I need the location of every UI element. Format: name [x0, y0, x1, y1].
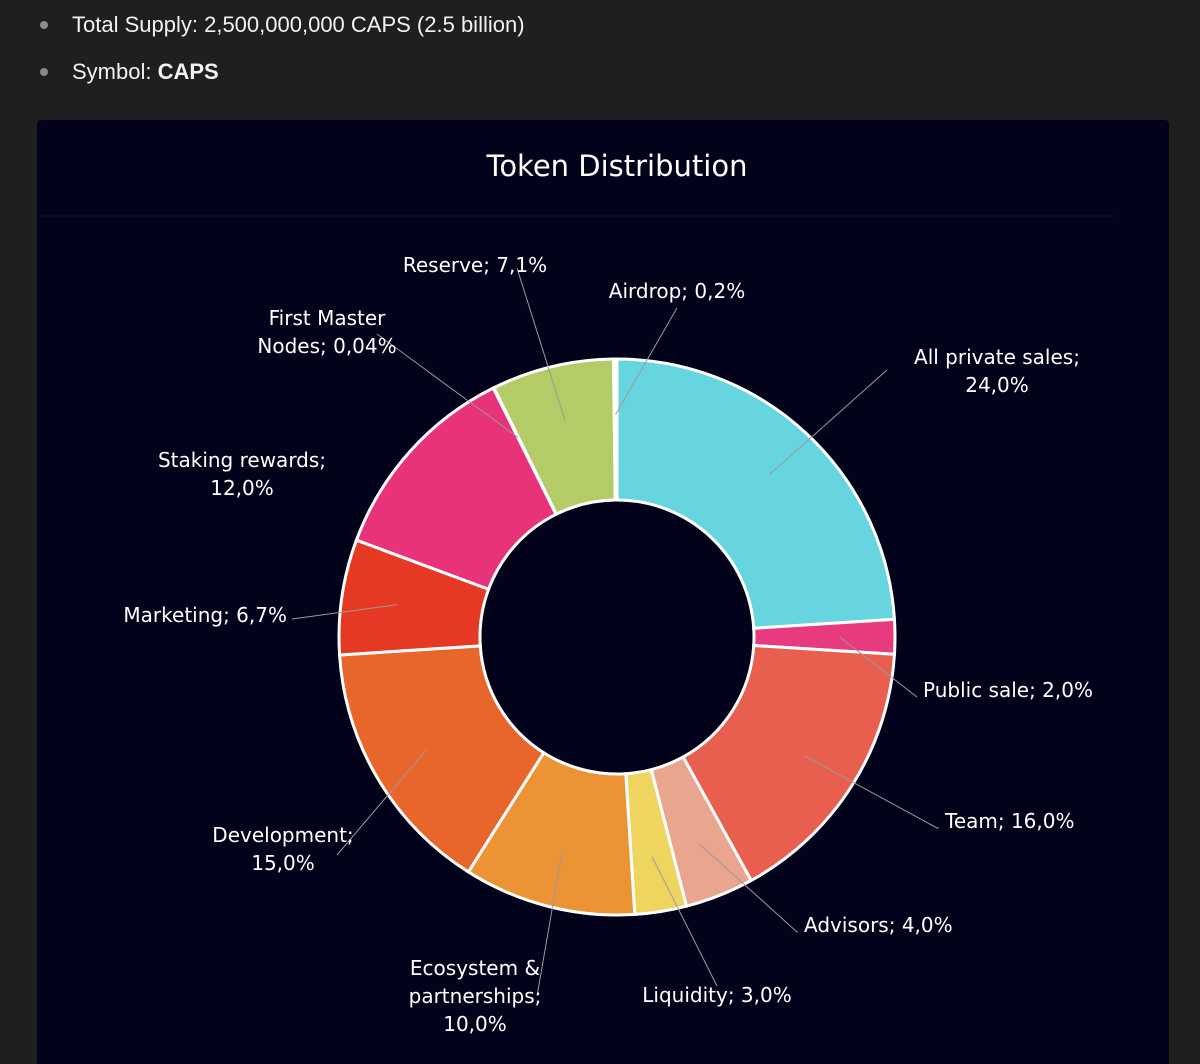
- slice-label-all-private-sales: All private sales; 24,0%: [914, 345, 1080, 397]
- symbol-value: CAPS: [157, 59, 219, 84]
- slice-label-team: Team; 16,0%: [944, 809, 1075, 833]
- leader-line-advisors: [698, 843, 798, 933]
- bullet-dot-icon: [40, 21, 48, 29]
- leader-line-development: [336, 750, 427, 856]
- slice-all-private-sales: [615, 357, 897, 630]
- token-distribution-donut-chart: Token Distribution All private sales; 24,…: [37, 149, 1115, 1036]
- token-distribution-chart-card: Token Distribution All private sales; 24,…: [37, 120, 1169, 1064]
- leader-line-airdrop: [615, 307, 678, 415]
- leader-line-marketing: [291, 604, 397, 620]
- donut-slices: [337, 357, 897, 917]
- slice-label-public-sale: Public sale; 2,0%: [923, 678, 1093, 702]
- bullet-dot-icon: [40, 68, 48, 76]
- list-item-symbol: Symbol: CAPS: [40, 57, 219, 87]
- slice-labels: All private sales; 24,0% Public sale; 2,0%…: [123, 253, 1093, 1036]
- slice-label-airdrop: Airdrop; 0,2%: [609, 279, 745, 303]
- slice-label-reserve: Reserve; 7,1%: [403, 253, 547, 277]
- leader-line-public-sale: [839, 636, 918, 698]
- slice-label-development: Development; 15,0%: [212, 823, 353, 875]
- leader-lines: [291, 267, 939, 997]
- slice-label-ecosystem-partnerships: Ecosystem & partnerships; 10,0%: [409, 956, 542, 1036]
- slice-label-marketing: Marketing; 6,7%: [123, 603, 287, 627]
- slice-development: [337, 644, 546, 875]
- symbol-label: Symbol:: [72, 59, 152, 84]
- supply-value: 2,500,000,000 CAPS (2.5 billion): [204, 12, 525, 37]
- slice-airdrop: [611, 357, 619, 502]
- slice-label-staking-rewards: Staking rewards; 12,0%: [158, 448, 326, 500]
- supply-label: Total Supply:: [72, 12, 198, 37]
- leader-line-first-master-nodes: [376, 333, 519, 439]
- chart-title: Token Distribution: [486, 149, 748, 183]
- leader-line-all-private-sales: [768, 369, 888, 476]
- leader-line-liquidity: [651, 856, 718, 987]
- list-item-total-supply: Total Supply: 2,500,000,000 CAPS (2.5 bi…: [40, 10, 525, 40]
- slice-label-advisors: Advisors; 4,0%: [804, 913, 953, 937]
- slice-staking-rewards: [354, 386, 559, 592]
- leader-line-reserve: [516, 267, 566, 421]
- leader-line-ecosystem-partnerships: [536, 852, 563, 997]
- leader-line-team: [804, 755, 939, 829]
- slice-label-first-master-nodes: First Master Nodes; 0,04%: [257, 306, 396, 358]
- slice-team: [681, 643, 897, 883]
- slice-label-liquidity: Liquidity; 3,0%: [642, 983, 791, 1007]
